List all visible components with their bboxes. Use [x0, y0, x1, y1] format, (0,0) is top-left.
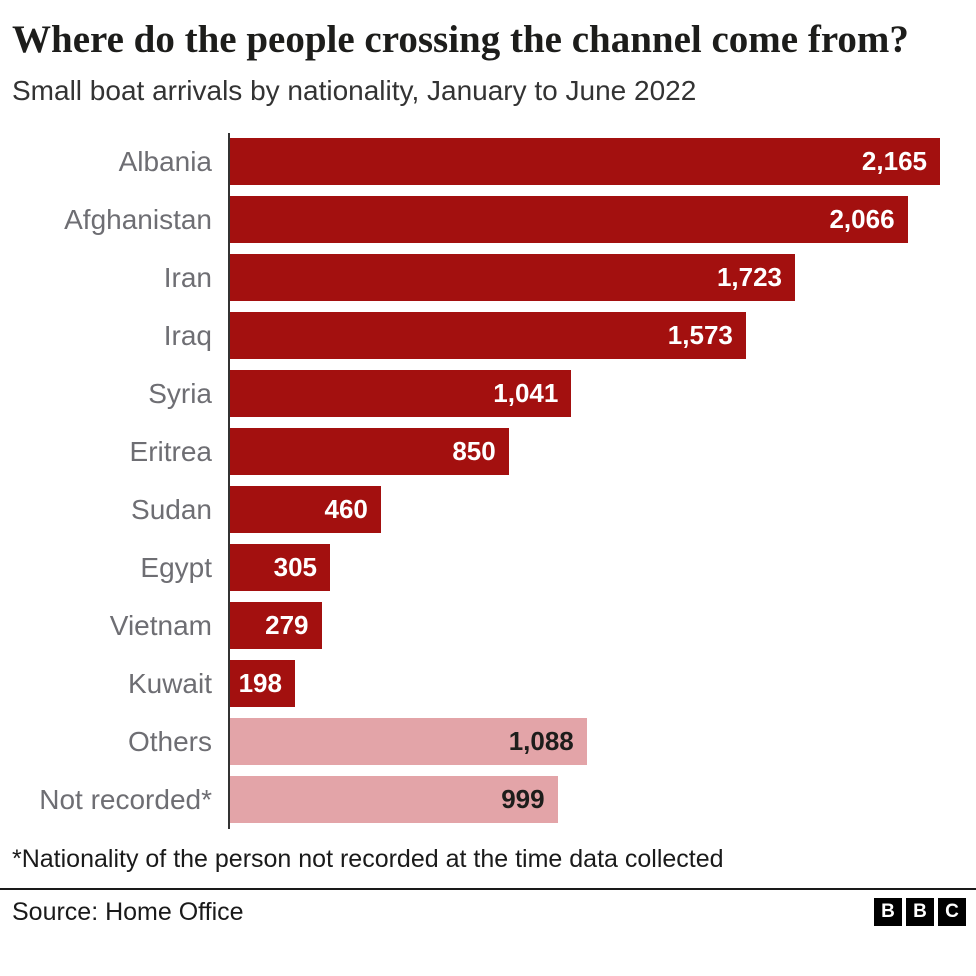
bar-category-label: Afghanistan: [64, 203, 212, 235]
bar: 999: [230, 776, 558, 824]
bar: 460: [230, 486, 381, 534]
bar-area: 305: [228, 538, 940, 597]
bar: 1,573: [230, 312, 746, 360]
bar-category-label: Egypt: [140, 551, 212, 583]
chart-subtitle: Small boat arrivals by nationality, Janu…: [12, 74, 697, 106]
bar: 1,088: [230, 718, 587, 766]
bar-category-label: Iran: [163, 261, 212, 293]
bar-value: 305: [273, 552, 318, 583]
bar-row: Afghanistan 2,066: [0, 190, 940, 249]
bar: 850: [230, 428, 509, 476]
bar-area: 279: [228, 596, 940, 655]
chart-header: Where do the people crossing the channel…: [0, 16, 976, 107]
bar-category-label: Eritrea: [129, 435, 212, 467]
bar-category-label: Albania: [118, 145, 212, 177]
bar-value: 1,041: [493, 378, 559, 409]
footnote: *Nationality of the person not recorded …: [12, 844, 724, 873]
bar-row: Iran 1,723: [0, 248, 940, 307]
bar-area: 1,088: [228, 712, 940, 771]
bar-value: 460: [324, 494, 368, 525]
bar-value: 198: [238, 668, 282, 699]
bar-category-label: Vietnam: [109, 609, 212, 641]
chart-rows: Albania 2,165 Afghanistan 2,066 Iran 1,723 Ira…: [0, 132, 940, 829]
bar-area: 1,723: [228, 248, 940, 307]
bar-area: 2,066: [228, 190, 940, 249]
chart-title: Where do the people crossing the channel…: [12, 18, 909, 61]
bbc-logo-block: B: [906, 898, 934, 927]
bar-row: Kuwait 198: [0, 654, 940, 713]
bar-category-label: Syria: [148, 377, 212, 409]
bar-value: 1,088: [508, 726, 574, 757]
bar: 1,723: [230, 254, 796, 302]
bar-chart: Albania 2,165 Afghanistan 2,066 Iran 1,723 Ira…: [0, 132, 976, 829]
bar-area: 2,165: [228, 132, 940, 191]
bar: 279: [230, 602, 322, 650]
bar-row: Iraq 1,573: [0, 306, 940, 365]
bar-value: 1,723: [716, 262, 783, 293]
bar-area: 999: [228, 770, 940, 829]
source-label: Source: Home Office: [12, 897, 244, 926]
bar-row: Others 1,088: [0, 712, 940, 771]
bar: 198: [230, 660, 295, 708]
bar-category-label: Not recorded*: [39, 783, 212, 815]
bar-row: Sudan 460: [0, 480, 940, 539]
bar-value: 2,165: [861, 146, 927, 177]
bar-category-label: Iraq: [163, 319, 212, 351]
bar: 2,066: [230, 196, 908, 244]
bar-category-label: Kuwait: [127, 667, 212, 699]
bbc-logo-block: C: [938, 898, 966, 927]
bar-category-label: Others: [127, 725, 212, 757]
divider: [0, 887, 976, 890]
bar-value: 1,573: [667, 320, 733, 351]
bar-area: 850: [228, 422, 940, 481]
bar-row: Albania 2,165: [0, 132, 940, 191]
bar-area: 198: [228, 654, 940, 713]
bar-row: Eritrea 850: [0, 422, 940, 481]
bar-category-label: Sudan: [131, 493, 212, 525]
bar-value: 279: [265, 610, 309, 641]
bar-area: 460: [228, 480, 940, 539]
bar: 1,041: [230, 370, 572, 418]
bbc-logo-block: B: [874, 898, 902, 927]
bar-row: Not recorded* 999: [0, 770, 940, 829]
bar-value: 2,066: [829, 204, 895, 235]
bar-value: 850: [452, 436, 496, 467]
bar-area: 1,041: [228, 364, 940, 423]
bar: 2,165: [230, 138, 940, 186]
bar: 305: [230, 544, 331, 592]
bar-area: 1,573: [228, 306, 940, 365]
bar-value: 999: [501, 784, 545, 815]
bar-row: Egypt 305: [0, 538, 940, 597]
bar-row: Syria 1,041: [0, 364, 940, 423]
bar-row: Vietnam 279: [0, 596, 940, 655]
